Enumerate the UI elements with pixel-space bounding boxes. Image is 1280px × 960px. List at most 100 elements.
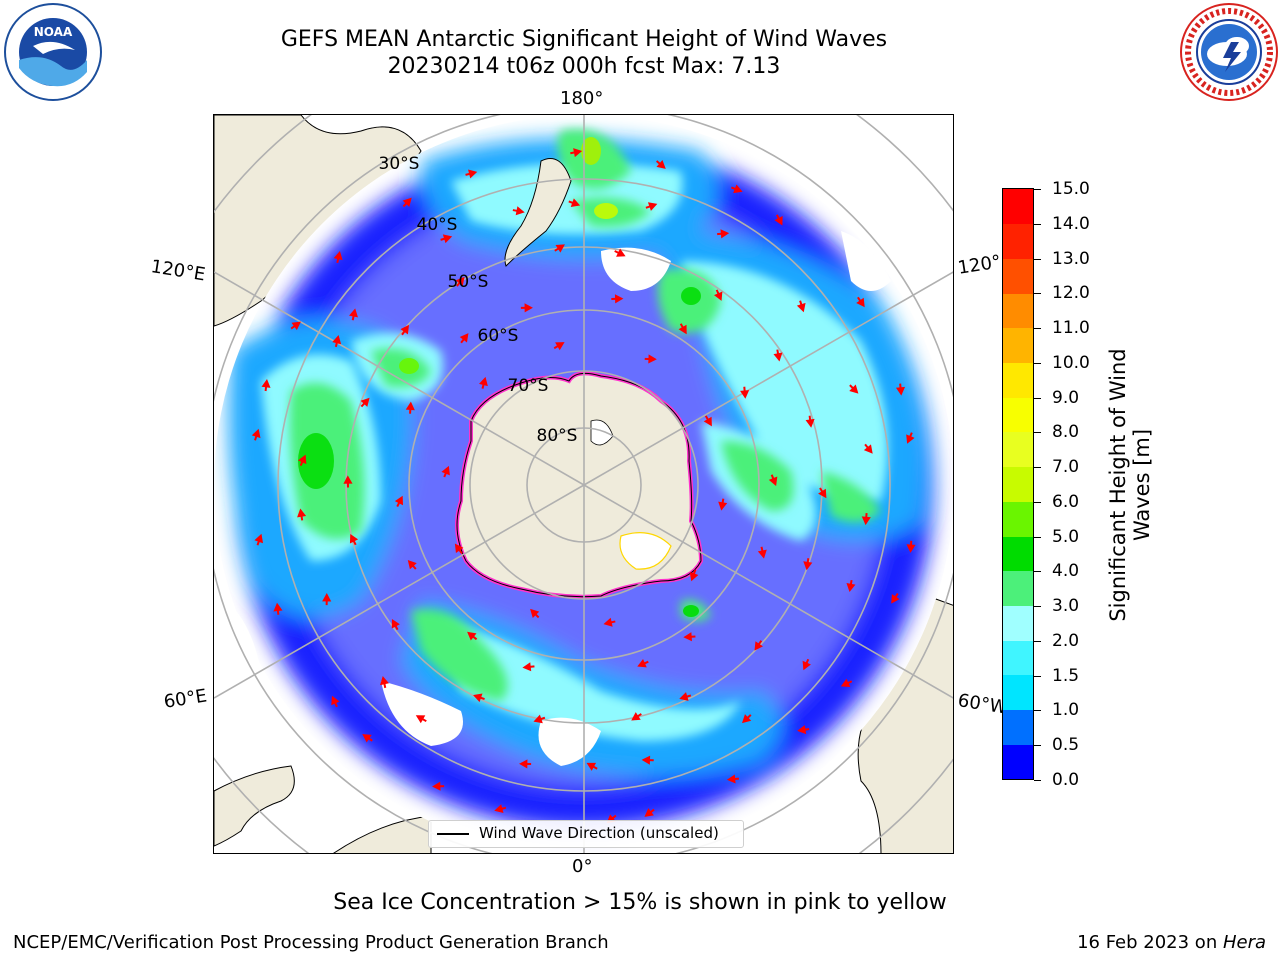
wave-arrow-head bbox=[644, 808, 654, 817]
wave-arrow-head bbox=[349, 308, 358, 318]
colorbar-segment bbox=[1003, 501, 1033, 537]
lat-label-30s: 30°S bbox=[379, 154, 420, 174]
wave-arrow-head bbox=[616, 248, 626, 257]
colorbar-segment bbox=[1003, 189, 1033, 225]
colorbar-tick bbox=[1034, 745, 1041, 747]
wave-arrow-head bbox=[405, 401, 415, 411]
wave-arrow-head bbox=[473, 693, 483, 703]
colorbar-tick bbox=[1034, 223, 1041, 225]
wave-arrow-head bbox=[683, 632, 692, 642]
colorbar-label-line2: Waves [m] bbox=[1130, 428, 1154, 542]
footer-machine: Hera bbox=[1222, 932, 1266, 953]
wave-arrow-head bbox=[647, 202, 658, 211]
colorbar-segment bbox=[1003, 258, 1033, 294]
wave-arrow-head bbox=[797, 725, 807, 735]
wave-arrow-head bbox=[254, 533, 264, 544]
map-title: GEFS MEAN Antarctic Significant Height o… bbox=[280, 27, 888, 52]
wave-arrow-head bbox=[297, 508, 307, 518]
wave-arrow-head bbox=[720, 229, 730, 239]
wave-arrow-head bbox=[332, 335, 342, 345]
wave-arrow-head bbox=[298, 454, 307, 465]
colorbar-segment bbox=[1003, 466, 1033, 502]
colorbar-segment bbox=[1003, 362, 1033, 398]
wave-arrow-head bbox=[637, 658, 647, 668]
lat-label-80s: 80°S bbox=[537, 426, 578, 446]
colorbar-tick bbox=[1034, 467, 1041, 469]
wave-arrow-head bbox=[407, 559, 417, 570]
map-panel: 30°S 40°S 50°S 60°S 70°S 80°S Wind Wave … bbox=[213, 114, 954, 854]
wave-arrow-head bbox=[849, 384, 859, 394]
colorbar-tick-label: 10.0 bbox=[1052, 352, 1090, 373]
colorbar-segment bbox=[1003, 431, 1033, 468]
colorbar-tick bbox=[1034, 501, 1041, 503]
colorbar-segment bbox=[1003, 605, 1033, 641]
wave-arrow-head bbox=[331, 695, 340, 706]
colorbar-segment bbox=[1003, 744, 1033, 780]
wave-arrow-head bbox=[343, 475, 353, 484]
colorbar bbox=[1002, 188, 1034, 780]
colorbar-segment bbox=[1003, 536, 1033, 572]
footer-credit: NCEP/EMC/Verification Post Processing Pr… bbox=[13, 932, 609, 953]
colorbar-segment bbox=[1003, 397, 1033, 433]
colorbar-tick-label: 11.0 bbox=[1052, 318, 1090, 339]
wave-arrow-head bbox=[740, 390, 750, 399]
wave-arrow-head bbox=[726, 774, 736, 784]
wave-arrow-head bbox=[360, 397, 370, 407]
wave-arrow-head bbox=[400, 324, 410, 335]
lon-label-120e: 120°E bbox=[149, 256, 207, 286]
wave-arrow-head bbox=[689, 571, 699, 582]
wave-arrow-head bbox=[524, 303, 533, 313]
colorbar-segment bbox=[1003, 223, 1033, 259]
wave-arrow-head bbox=[468, 169, 478, 179]
wave-arrow-head bbox=[768, 476, 778, 486]
lat-label-40s: 40°S bbox=[417, 215, 458, 235]
colorbar-tick bbox=[1034, 397, 1041, 399]
lon-label-120w: 120° bbox=[956, 251, 1003, 279]
colorbar-tick-label: 14.0 bbox=[1052, 213, 1090, 234]
wave-arrow-head bbox=[519, 759, 528, 769]
wave-arrow-head bbox=[515, 206, 525, 216]
lat-label-50s: 50°S bbox=[448, 272, 489, 292]
colorbar-tick bbox=[1034, 536, 1041, 538]
colorbar-tick-label: 1.0 bbox=[1052, 700, 1080, 721]
wave-arrow-head bbox=[394, 495, 403, 506]
colorbar-tick-label: 9.0 bbox=[1052, 387, 1080, 408]
wave-arrow-head bbox=[459, 333, 469, 343]
wave-arrow-head bbox=[603, 617, 613, 627]
wave-arrow-head bbox=[718, 501, 728, 511]
wave-arrow-head bbox=[754, 641, 763, 651]
wave-arrow-head bbox=[455, 276, 465, 287]
colorbar-tick bbox=[1034, 606, 1041, 608]
colorbar-segment bbox=[1003, 709, 1033, 745]
colorbar-tick bbox=[1034, 432, 1041, 434]
lat-label-60s: 60°S bbox=[478, 326, 519, 346]
legend-line-swatch bbox=[437, 833, 469, 835]
colorbar-tick-label: 0.0 bbox=[1052, 770, 1080, 790]
wave-arrow-head bbox=[656, 160, 666, 169]
colorbar-tick bbox=[1034, 780, 1041, 781]
colorbar-tick bbox=[1034, 675, 1041, 677]
wave-arrow-head bbox=[333, 250, 343, 261]
colorbar-tick-label: 4.0 bbox=[1052, 561, 1080, 582]
wave-arrow-head bbox=[273, 602, 283, 612]
wave-arrow-head bbox=[570, 198, 581, 207]
colorbar-tick bbox=[1034, 710, 1041, 712]
colorbar-tick-label: 2.0 bbox=[1052, 630, 1080, 651]
wave-arrow-head bbox=[555, 244, 565, 253]
wave-arrow-head bbox=[861, 516, 871, 526]
colorbar-tick-label: 12.0 bbox=[1052, 283, 1090, 304]
graticule bbox=[214, 115, 953, 853]
map-subtitle: 20230214 t06z 000h fcst Max: 7.13 bbox=[387, 54, 781, 79]
wave-arrow-head bbox=[432, 781, 441, 791]
wave-arrow-head bbox=[742, 714, 752, 724]
wave-arrow-head bbox=[805, 418, 815, 428]
wave-arrow-head bbox=[678, 324, 687, 335]
wave-arrow-head bbox=[703, 416, 712, 427]
noaa-logo: NOAA bbox=[3, 2, 103, 102]
wave-arrow-head bbox=[895, 386, 906, 396]
wave-arrow-head bbox=[402, 197, 412, 207]
wave-arrow-head bbox=[714, 291, 723, 301]
wave-arrow-head bbox=[362, 734, 372, 743]
map-legend: Wind Wave Direction (unscaled) bbox=[428, 820, 744, 848]
colorbar-tick-label: 3.0 bbox=[1052, 596, 1080, 617]
